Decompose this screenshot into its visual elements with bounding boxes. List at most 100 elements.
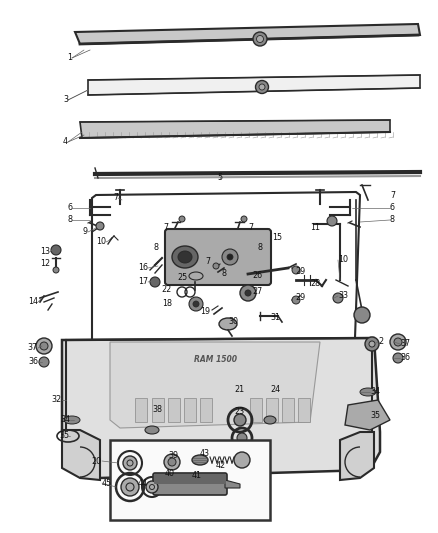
Polygon shape xyxy=(110,342,320,428)
Circle shape xyxy=(241,216,247,222)
Text: 37: 37 xyxy=(28,343,38,352)
Text: 28: 28 xyxy=(310,279,320,288)
Text: 36: 36 xyxy=(28,358,38,367)
Text: 8: 8 xyxy=(258,244,263,253)
Ellipse shape xyxy=(64,416,80,424)
Polygon shape xyxy=(62,338,380,478)
Text: 35: 35 xyxy=(60,432,70,440)
Polygon shape xyxy=(80,120,390,138)
Text: 2: 2 xyxy=(378,337,383,346)
Text: 37: 37 xyxy=(400,340,410,349)
Polygon shape xyxy=(184,398,196,422)
Text: 22: 22 xyxy=(162,286,172,295)
Circle shape xyxy=(146,481,158,493)
Text: 30: 30 xyxy=(228,318,238,327)
Text: 10: 10 xyxy=(96,238,106,246)
Ellipse shape xyxy=(192,455,208,465)
Text: 23: 23 xyxy=(234,408,244,416)
Text: 11: 11 xyxy=(310,223,320,232)
Text: 33: 33 xyxy=(338,292,348,301)
Circle shape xyxy=(240,285,256,301)
Polygon shape xyxy=(152,398,164,422)
Text: 7: 7 xyxy=(390,191,395,200)
Text: 43: 43 xyxy=(200,448,210,457)
Text: 25: 25 xyxy=(178,273,188,282)
Text: 14: 14 xyxy=(28,297,38,306)
Text: 39: 39 xyxy=(168,450,178,459)
Text: 31: 31 xyxy=(270,313,280,322)
Circle shape xyxy=(36,338,52,354)
Circle shape xyxy=(237,433,247,443)
Text: 6: 6 xyxy=(67,204,72,213)
Ellipse shape xyxy=(178,251,192,263)
Polygon shape xyxy=(75,24,420,44)
Text: 35: 35 xyxy=(370,410,380,419)
Circle shape xyxy=(327,216,337,226)
Polygon shape xyxy=(62,430,100,480)
Text: 21: 21 xyxy=(234,385,244,394)
Text: 18: 18 xyxy=(162,300,172,309)
FancyBboxPatch shape xyxy=(165,229,271,285)
Circle shape xyxy=(168,458,176,466)
Ellipse shape xyxy=(360,388,376,396)
Circle shape xyxy=(164,454,180,470)
Text: RAM 1500: RAM 1500 xyxy=(194,356,237,365)
Text: 29: 29 xyxy=(295,294,305,303)
Text: 8: 8 xyxy=(67,215,72,224)
Circle shape xyxy=(121,478,139,496)
Text: 4: 4 xyxy=(63,138,68,147)
Polygon shape xyxy=(298,398,310,422)
Circle shape xyxy=(213,263,219,269)
Text: 7: 7 xyxy=(248,223,253,232)
Text: 20: 20 xyxy=(92,456,102,465)
Text: 45: 45 xyxy=(102,479,112,488)
Text: 3: 3 xyxy=(63,95,68,104)
Circle shape xyxy=(179,216,185,222)
Circle shape xyxy=(333,293,343,303)
Text: 1: 1 xyxy=(67,53,72,62)
Circle shape xyxy=(150,277,160,287)
Circle shape xyxy=(259,84,265,90)
Circle shape xyxy=(189,297,203,311)
Circle shape xyxy=(96,222,104,230)
Circle shape xyxy=(257,36,264,43)
Circle shape xyxy=(53,267,59,273)
Polygon shape xyxy=(225,480,240,488)
Circle shape xyxy=(390,334,406,350)
Text: 42: 42 xyxy=(216,461,226,470)
Ellipse shape xyxy=(189,272,203,280)
Ellipse shape xyxy=(145,426,159,434)
Polygon shape xyxy=(340,432,374,480)
Circle shape xyxy=(234,452,250,468)
Polygon shape xyxy=(88,75,420,95)
Text: 41: 41 xyxy=(192,471,202,480)
Text: 27: 27 xyxy=(252,287,262,296)
FancyBboxPatch shape xyxy=(153,473,227,495)
Text: 8: 8 xyxy=(222,270,227,279)
Text: 8: 8 xyxy=(153,244,158,253)
Ellipse shape xyxy=(219,318,237,330)
Text: 12: 12 xyxy=(40,260,50,269)
Circle shape xyxy=(354,307,370,323)
Text: 5: 5 xyxy=(217,174,223,182)
Text: 8: 8 xyxy=(390,215,395,224)
Circle shape xyxy=(393,353,403,363)
Circle shape xyxy=(253,32,267,46)
Ellipse shape xyxy=(172,246,198,268)
Circle shape xyxy=(245,290,251,296)
Ellipse shape xyxy=(264,416,276,424)
Text: 7: 7 xyxy=(205,257,210,266)
Text: 34: 34 xyxy=(60,416,70,424)
Text: 19: 19 xyxy=(200,308,210,317)
Text: 6: 6 xyxy=(390,204,395,213)
Circle shape xyxy=(40,342,48,350)
Polygon shape xyxy=(168,398,180,422)
Circle shape xyxy=(292,296,300,304)
Circle shape xyxy=(51,245,61,255)
Text: 38: 38 xyxy=(152,406,162,415)
Text: 36: 36 xyxy=(400,353,410,362)
Circle shape xyxy=(255,80,268,93)
Circle shape xyxy=(222,249,238,265)
Text: 15: 15 xyxy=(272,233,282,243)
Text: 17: 17 xyxy=(138,278,148,287)
